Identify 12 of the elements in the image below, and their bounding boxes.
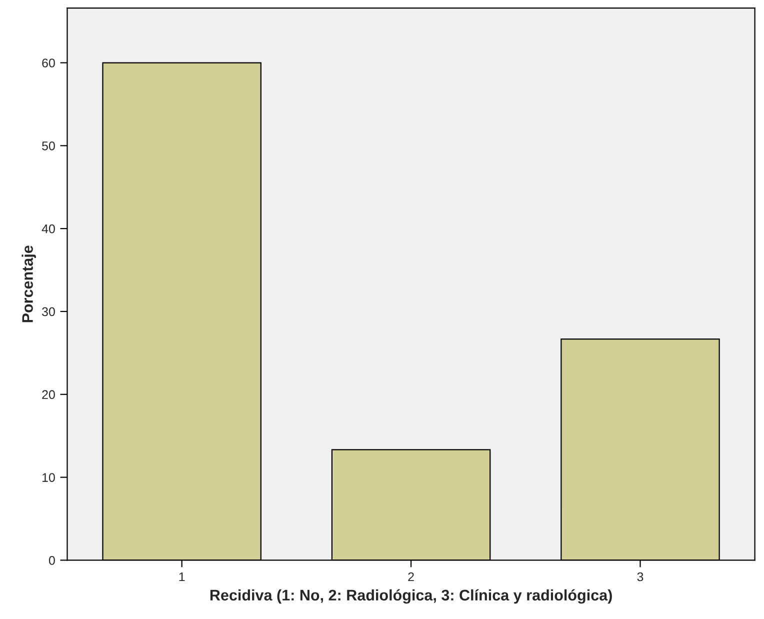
y-tick-label: 40: [42, 224, 55, 234]
y-tick-label: 20: [42, 390, 55, 400]
x-tick-label: 2: [408, 572, 414, 582]
y-tick-label: 30: [42, 307, 55, 316]
y-tick-label: 60: [42, 58, 55, 68]
y-axis-title: Porcentaje: [22, 246, 36, 322]
x-tick-label: 1: [179, 572, 185, 582]
x-axis-title: Recidiva (1: No, 2: Radiológica, 3: Clínica y radiológica): [210, 589, 612, 604]
y-tick-label: 50: [42, 141, 55, 150]
x-tick-label: 3: [637, 572, 644, 582]
y-tick-label: 0: [48, 556, 55, 565]
y-tick-label: 10: [42, 473, 55, 482]
